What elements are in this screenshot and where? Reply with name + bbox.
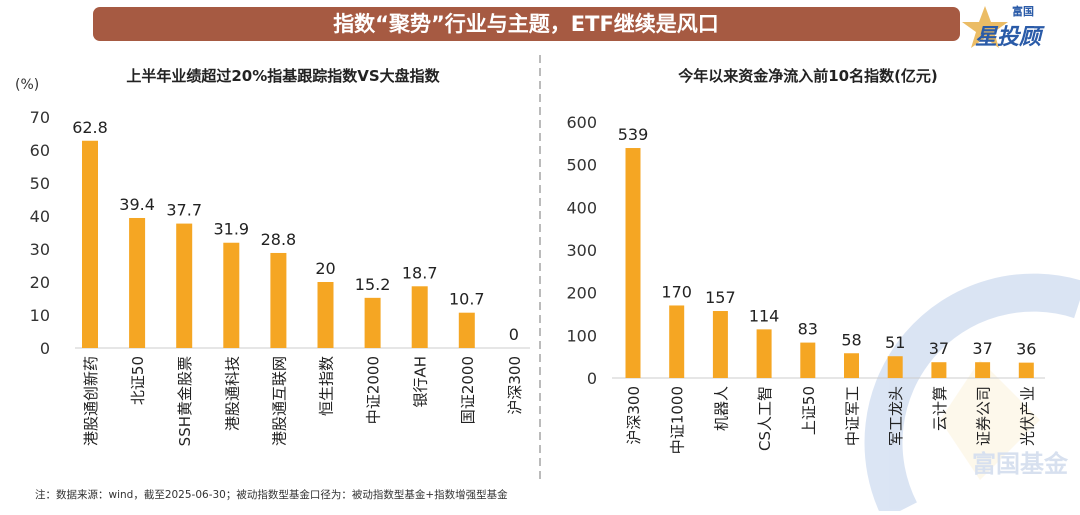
y-tick-label: 40 bbox=[30, 207, 50, 226]
x-tick-label: 国证2000 bbox=[459, 356, 477, 424]
bar bbox=[176, 223, 193, 348]
logo-main: 星投顾 bbox=[975, 25, 1045, 50]
bar bbox=[844, 353, 859, 378]
x-tick-label: 沪深300 bbox=[625, 386, 643, 445]
y-tick-label: 30 bbox=[30, 240, 50, 259]
bar bbox=[800, 342, 816, 378]
bar bbox=[887, 356, 903, 378]
bar bbox=[223, 242, 240, 348]
x-tick-label: 中证1000 bbox=[669, 386, 687, 454]
bar bbox=[931, 362, 947, 378]
x-tick-label: 沪深300 bbox=[506, 356, 524, 415]
watermark-text: 富国基金 bbox=[972, 450, 1069, 478]
x-tick-label: SSH黄金股票 bbox=[176, 356, 194, 446]
footnote: 注：数据来源：wind，截至2025-06-30；被动指数型基金口径为：被动指数… bbox=[35, 488, 508, 501]
bar bbox=[317, 282, 334, 348]
title-banner bbox=[93, 7, 960, 41]
data-label: 51 bbox=[885, 333, 905, 352]
bar bbox=[1018, 362, 1034, 378]
y-tick-label: 20 bbox=[30, 273, 50, 292]
x-tick-label: 港股通互联网 bbox=[270, 356, 288, 446]
x-tick-label: 军工龙头 bbox=[887, 386, 905, 446]
y-tick-label: 10 bbox=[30, 306, 50, 325]
left-chart-ylabel: (%) bbox=[15, 77, 39, 93]
data-label: 170 bbox=[661, 282, 692, 301]
x-tick-label: 云计算 bbox=[931, 386, 949, 431]
y-tick-label: 0 bbox=[587, 369, 597, 388]
x-tick-label: 机器人 bbox=[712, 386, 730, 431]
data-label: 39.4 bbox=[119, 195, 155, 214]
data-label: 15.2 bbox=[355, 275, 391, 294]
data-label: 36 bbox=[1016, 340, 1036, 359]
x-tick-label: CS人工智 bbox=[756, 386, 774, 451]
logo: 富国 星投顾 bbox=[962, 4, 1045, 50]
y-tick-label: 0 bbox=[40, 339, 50, 358]
star-icon bbox=[962, 6, 1008, 48]
data-label: 31.9 bbox=[213, 220, 249, 239]
x-tick-label: 证券公司 bbox=[975, 386, 993, 446]
data-label: 18.7 bbox=[402, 263, 438, 282]
y-tick-label: 200 bbox=[566, 284, 597, 303]
data-label: 37 bbox=[929, 339, 949, 358]
bar bbox=[411, 286, 428, 348]
x-tick-label: 港股通科技 bbox=[223, 356, 241, 431]
bar bbox=[669, 305, 685, 378]
logo-top: 富国 bbox=[1012, 4, 1034, 18]
bar bbox=[129, 217, 146, 348]
y-tick-label: 60 bbox=[30, 141, 50, 160]
x-tick-label: 上证50 bbox=[800, 386, 818, 435]
right-chart: 0 100 200 300 400 500 600 539 沪深300 170 中证1000 157 机… bbox=[566, 113, 1045, 454]
left-chart-title: 上半年业绩超过20%指基跟踪指数VS大盘指数 bbox=[126, 67, 440, 85]
x-tick-label: 银行AH bbox=[412, 356, 430, 408]
left-chart: 0 10 20 30 40 50 60 70 62.8 港股通创新药 39.4 北证50 37.7 SSH… bbox=[30, 108, 530, 446]
y-tick-label: 500 bbox=[566, 156, 597, 175]
data-label: 0 bbox=[509, 325, 519, 344]
data-label: 10.7 bbox=[449, 290, 485, 309]
watermark: 富国基金 bbox=[864, 273, 1080, 515]
x-tick-label: 港股通创新药 bbox=[82, 356, 100, 446]
data-label: 58 bbox=[841, 330, 861, 349]
data-label: 83 bbox=[798, 320, 818, 339]
y-tick-label: 50 bbox=[30, 174, 50, 193]
y-tick-label: 400 bbox=[566, 198, 597, 217]
y-tick-label: 100 bbox=[566, 326, 597, 345]
data-label: 539 bbox=[618, 125, 649, 144]
data-label: 114 bbox=[749, 306, 780, 325]
data-label: 28.8 bbox=[261, 230, 297, 249]
y-tick-label: 70 bbox=[30, 108, 50, 127]
data-label: 20 bbox=[315, 259, 335, 278]
bar bbox=[82, 140, 98, 348]
data-label: 157 bbox=[705, 288, 736, 307]
bar bbox=[270, 252, 287, 348]
x-tick-label: 中证军工 bbox=[844, 386, 862, 446]
y-tick-label: 300 bbox=[566, 241, 597, 260]
bar bbox=[364, 297, 381, 348]
data-label: 37 bbox=[972, 339, 992, 358]
bar bbox=[712, 311, 728, 378]
x-tick-label: 中证2000 bbox=[365, 356, 383, 424]
page-title: 指数“聚势”行业与主题，ETF继续是风口 bbox=[333, 12, 719, 36]
x-tick-label: 北证50 bbox=[129, 356, 147, 405]
data-label: 62.8 bbox=[72, 118, 108, 137]
bar bbox=[458, 312, 475, 348]
bar bbox=[625, 148, 641, 378]
x-tick-label: 光伏产业 bbox=[1018, 386, 1036, 446]
bar bbox=[756, 329, 772, 378]
data-label: 37.7 bbox=[166, 201, 202, 220]
bar bbox=[975, 362, 991, 378]
y-tick-label: 600 bbox=[566, 113, 597, 132]
right-chart-title: 今年以来资金净流入前10名指数(亿元) bbox=[677, 67, 938, 85]
x-tick-label: 恒生指数 bbox=[318, 356, 336, 416]
